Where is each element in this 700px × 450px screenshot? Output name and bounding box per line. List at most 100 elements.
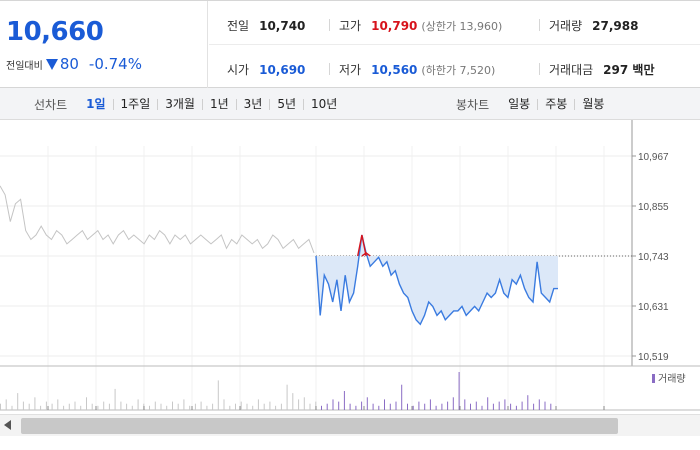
candle-chart-label: 봉차트 (456, 97, 490, 112)
monthly-candle-button[interactable]: 월봉 (574, 98, 611, 110)
stat-value: 27,988 (592, 19, 639, 33)
volume-bar (91, 403, 93, 410)
volume-bar (51, 403, 53, 410)
volume-bar (275, 405, 277, 410)
volume-bar (212, 403, 214, 410)
stat-high: 고가 10,790 (상한가 13,960) (339, 17, 502, 34)
up-segment-line (357, 234, 371, 257)
period-1w-button[interactable]: 1주일 (112, 98, 158, 110)
volume-bar (315, 401, 317, 410)
volume-bar (137, 399, 139, 410)
y-tick-label: 10,631 (638, 302, 669, 313)
period-1d-button[interactable]: 1일 (86, 96, 106, 111)
volume-bar (86, 397, 87, 410)
divider (329, 19, 330, 31)
candle-chart-periods: 봉차트 일봉 주봉 월봉 (456, 88, 611, 120)
volume-bar (395, 401, 397, 410)
chart-toolbar: 선차트 1일 1주일 3개월 1년 3년 5년 10년 봉차트 일봉 주봉 월봉 (0, 88, 700, 120)
chart-scrollbar[interactable] (0, 414, 700, 436)
volume-bar (114, 388, 116, 410)
volume-bar (303, 397, 305, 410)
volume-bar (0, 403, 1, 410)
volume-bar (372, 403, 374, 410)
volume-bar (407, 403, 408, 410)
volume-bar (200, 401, 202, 410)
volume-bar (538, 399, 540, 410)
period-3y-button[interactable]: 3년 (235, 98, 270, 110)
volume-bar (384, 399, 385, 410)
volume-bar (349, 403, 351, 410)
period-1y-button[interactable]: 1년 (201, 98, 236, 110)
volume-bar (343, 391, 345, 410)
scroll-thumb[interactable] (21, 418, 618, 434)
volume-bar (131, 405, 133, 410)
upper-limit: (상한가 13,960) (421, 20, 503, 33)
volume-bar (40, 405, 42, 410)
volume-bar (355, 405, 357, 410)
stat-prev-close: 전일 10,740 (227, 17, 305, 34)
volume-bar (492, 403, 494, 410)
volume-bar (229, 405, 231, 410)
divider (539, 63, 540, 75)
volume-bar (527, 395, 529, 410)
volume-bar (464, 399, 466, 410)
volume-bar (447, 401, 449, 410)
quote-stats: 전일 10,740 고가 10,790 (상한가 13,960) 거래량 27,… (209, 1, 700, 88)
volume-bar (498, 401, 500, 410)
volume-bar (246, 403, 248, 410)
divider (539, 19, 540, 31)
stat-label: 고가 (339, 19, 362, 33)
stat-value: 10,690 (259, 63, 306, 77)
period-10y-button[interactable]: 10년 (303, 98, 344, 110)
stat-label: 저가 (339, 63, 362, 77)
price-chart[interactable]: 10,967 10,855 10,743 10,631 10,519 거래량 (0, 120, 700, 412)
price-summary: 10,660 전일대비 80 -0.74% (0, 1, 208, 88)
volume-bar (550, 403, 552, 410)
volume-bar (217, 380, 219, 410)
change-label: 전일대비 (6, 60, 43, 72)
divider (329, 63, 330, 75)
volume-bar (45, 401, 47, 410)
today-line (315, 234, 558, 326)
volume-bar (5, 399, 7, 410)
volume-bar (160, 403, 162, 410)
volume-bar (269, 401, 271, 410)
volume-bar (280, 403, 282, 410)
volume-bar (441, 403, 443, 410)
daily-candle-button[interactable]: 일봉 (508, 96, 531, 111)
volume-bar (521, 401, 523, 410)
scroll-left-icon[interactable] (4, 420, 11, 430)
volume-bar (504, 399, 506, 410)
volume-bar (515, 405, 517, 410)
volume-bar (80, 405, 82, 410)
volume-bar (22, 401, 24, 410)
volume-bar (223, 399, 225, 410)
down-triangle-icon (45, 58, 58, 70)
volume-bar (361, 401, 363, 410)
legend-volume-label: 거래량 (658, 373, 686, 385)
volume-bar (235, 403, 236, 410)
y-tick-label: 10,967 (638, 152, 669, 163)
volume-bar (321, 405, 322, 410)
prev-day-line (0, 185, 315, 254)
volume-bar (292, 393, 294, 410)
price-change: 전일대비 80 -0.74% (6, 55, 142, 73)
volume-bar (194, 403, 196, 410)
period-3m-button[interactable]: 3개월 (157, 98, 202, 110)
volume-bar (183, 399, 185, 410)
period-5y-button[interactable]: 5년 (269, 98, 303, 110)
change-percent: -0.74% (88, 55, 142, 73)
volume-bar (103, 401, 105, 410)
change-value: 80 (59, 55, 79, 73)
volume-bar (487, 397, 489, 410)
volume-bar (240, 401, 242, 410)
volume-bar (177, 403, 179, 410)
weekly-candle-button[interactable]: 주봉 (537, 98, 574, 110)
volume-bar (470, 403, 471, 410)
volume-bar (424, 403, 426, 410)
volume-bar (401, 384, 403, 410)
stat-label: 시가 (227, 63, 250, 77)
stat-label: 거래량 (549, 19, 583, 33)
volume-bar (389, 403, 391, 410)
volume-bar (166, 405, 168, 410)
